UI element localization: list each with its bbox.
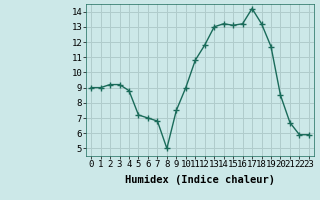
X-axis label: Humidex (Indice chaleur): Humidex (Indice chaleur): [125, 175, 275, 185]
